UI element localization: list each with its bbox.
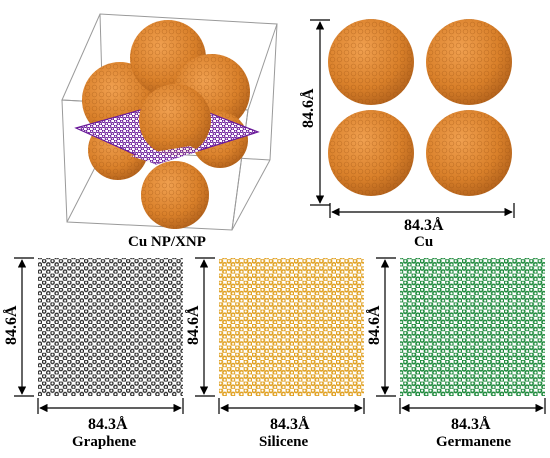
- silicene-height-dimension: [195, 257, 215, 397]
- graphene-width-dimension: [37, 398, 184, 414]
- germanene-panel: 84.6Å 84.3Å Germanene: [365, 257, 546, 450]
- cu-width-label: 84.3Å: [404, 216, 444, 234]
- cu-np-xnp-panel: Cu NP/XNP: [61, 13, 278, 250]
- germanene-height-label: 84.6Å: [365, 305, 383, 345]
- silicene-height-label: 84.6Å: [184, 305, 202, 345]
- cu-np-xnp-label: Cu NP/XNP: [128, 234, 206, 250]
- silicene-panel: 84.6Å 84.3Å Silicene: [184, 257, 365, 450]
- germanene-width-dimension: [399, 398, 546, 414]
- silicene-width-dimension: [218, 398, 365, 414]
- silicene-sheet: [219, 258, 364, 396]
- cu-height-dimension: [310, 19, 330, 206]
- graphene-height-label: 84.6Å: [2, 305, 20, 345]
- cu-label: Cu: [414, 234, 433, 250]
- germanene-label: Germanene: [436, 434, 511, 450]
- germanene-width-label: 84.3Å: [451, 415, 491, 433]
- germanene-sheet: [400, 258, 545, 396]
- graphene-label: Graphene: [72, 434, 137, 450]
- silicene-label: Silicene: [259, 434, 309, 450]
- cu-panel: 84.6Å 84.3Å Cu: [299, 19, 515, 250]
- cu-width-dimension: [329, 203, 515, 218]
- germanene-height-dimension: [376, 257, 396, 397]
- silicene-width-label: 84.3Å: [270, 415, 310, 433]
- graphene-height-dimension: [14, 257, 34, 397]
- graphene-width-label: 84.3Å: [88, 415, 128, 433]
- graphene-sheet: [38, 258, 183, 396]
- graphene-panel: 84.6Å 84.3Å Graphene: [2, 257, 184, 450]
- cu-height-label: 84.6Å: [299, 88, 317, 128]
